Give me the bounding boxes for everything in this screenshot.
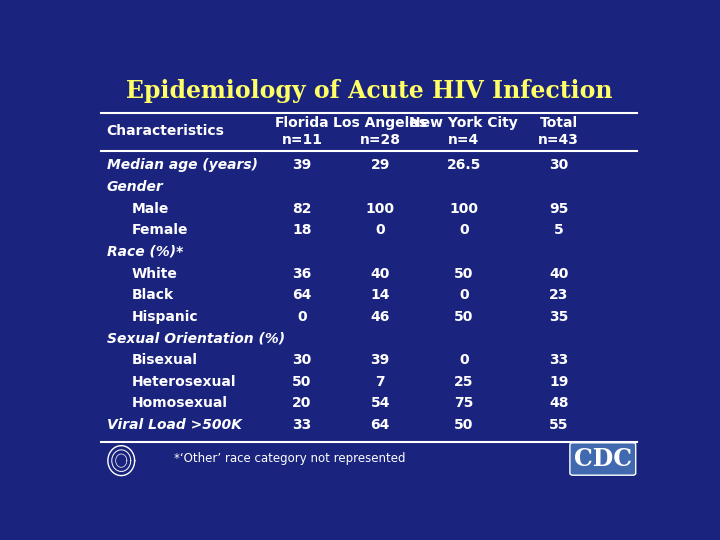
Text: 25: 25 (454, 375, 474, 389)
Text: 100: 100 (366, 201, 395, 215)
Text: White: White (132, 267, 178, 281)
Text: 0: 0 (459, 288, 469, 302)
Text: 64: 64 (292, 288, 312, 302)
Text: Female: Female (132, 223, 189, 237)
Text: 40: 40 (371, 267, 390, 281)
Text: 14: 14 (370, 288, 390, 302)
Text: Epidemiology of Acute HIV Infection: Epidemiology of Acute HIV Infection (126, 79, 612, 103)
Text: 50: 50 (454, 418, 474, 432)
Text: 50: 50 (292, 375, 312, 389)
FancyBboxPatch shape (570, 443, 636, 475)
Text: 33: 33 (549, 353, 568, 367)
Text: 95: 95 (549, 201, 568, 215)
Text: 35: 35 (549, 310, 568, 324)
Text: New York City
n=4: New York City n=4 (410, 116, 518, 147)
Text: 64: 64 (371, 418, 390, 432)
Text: 23: 23 (549, 288, 568, 302)
Text: Race (%)*: Race (%)* (107, 245, 183, 259)
Text: Heterosexual: Heterosexual (132, 375, 236, 389)
Text: 7: 7 (375, 375, 385, 389)
Text: 0: 0 (459, 353, 469, 367)
Text: 30: 30 (292, 353, 312, 367)
Text: 0: 0 (297, 310, 307, 324)
Text: 82: 82 (292, 201, 312, 215)
Text: 29: 29 (371, 158, 390, 172)
Text: *‘Other’ race category not represented: *‘Other’ race category not represented (174, 453, 405, 465)
Text: 18: 18 (292, 223, 312, 237)
Text: 55: 55 (549, 418, 569, 432)
Text: 5: 5 (554, 223, 564, 237)
Text: Median age (years): Median age (years) (107, 158, 258, 172)
Text: 50: 50 (454, 267, 474, 281)
Text: 33: 33 (292, 418, 312, 432)
Text: Viral Load >500K: Viral Load >500K (107, 418, 242, 432)
Text: Homosexual: Homosexual (132, 396, 228, 410)
Text: CDC: CDC (574, 447, 632, 471)
Text: 39: 39 (371, 353, 390, 367)
Text: Sexual Orientation (%): Sexual Orientation (%) (107, 332, 285, 346)
Text: Florida
n=11: Florida n=11 (275, 116, 329, 147)
Text: 30: 30 (549, 158, 568, 172)
Text: 20: 20 (292, 396, 312, 410)
Text: Male: Male (132, 201, 169, 215)
Text: Total
n=43: Total n=43 (539, 116, 579, 147)
Text: 26.5: 26.5 (446, 158, 481, 172)
Text: Los Angeles
n=28: Los Angeles n=28 (333, 116, 427, 147)
Text: 48: 48 (549, 396, 569, 410)
Text: 0: 0 (375, 223, 385, 237)
Text: Characteristics: Characteristics (107, 124, 225, 138)
Text: Black: Black (132, 288, 174, 302)
Text: 36: 36 (292, 267, 312, 281)
Text: 50: 50 (454, 310, 474, 324)
Text: 19: 19 (549, 375, 568, 389)
Text: Hispanic: Hispanic (132, 310, 199, 324)
Text: 40: 40 (549, 267, 568, 281)
Text: 39: 39 (292, 158, 312, 172)
Text: 100: 100 (449, 201, 478, 215)
Text: 75: 75 (454, 396, 474, 410)
Text: Bisexual: Bisexual (132, 353, 198, 367)
Text: Gender: Gender (107, 180, 163, 194)
Text: 46: 46 (371, 310, 390, 324)
Text: 0: 0 (459, 223, 469, 237)
Text: 54: 54 (370, 396, 390, 410)
